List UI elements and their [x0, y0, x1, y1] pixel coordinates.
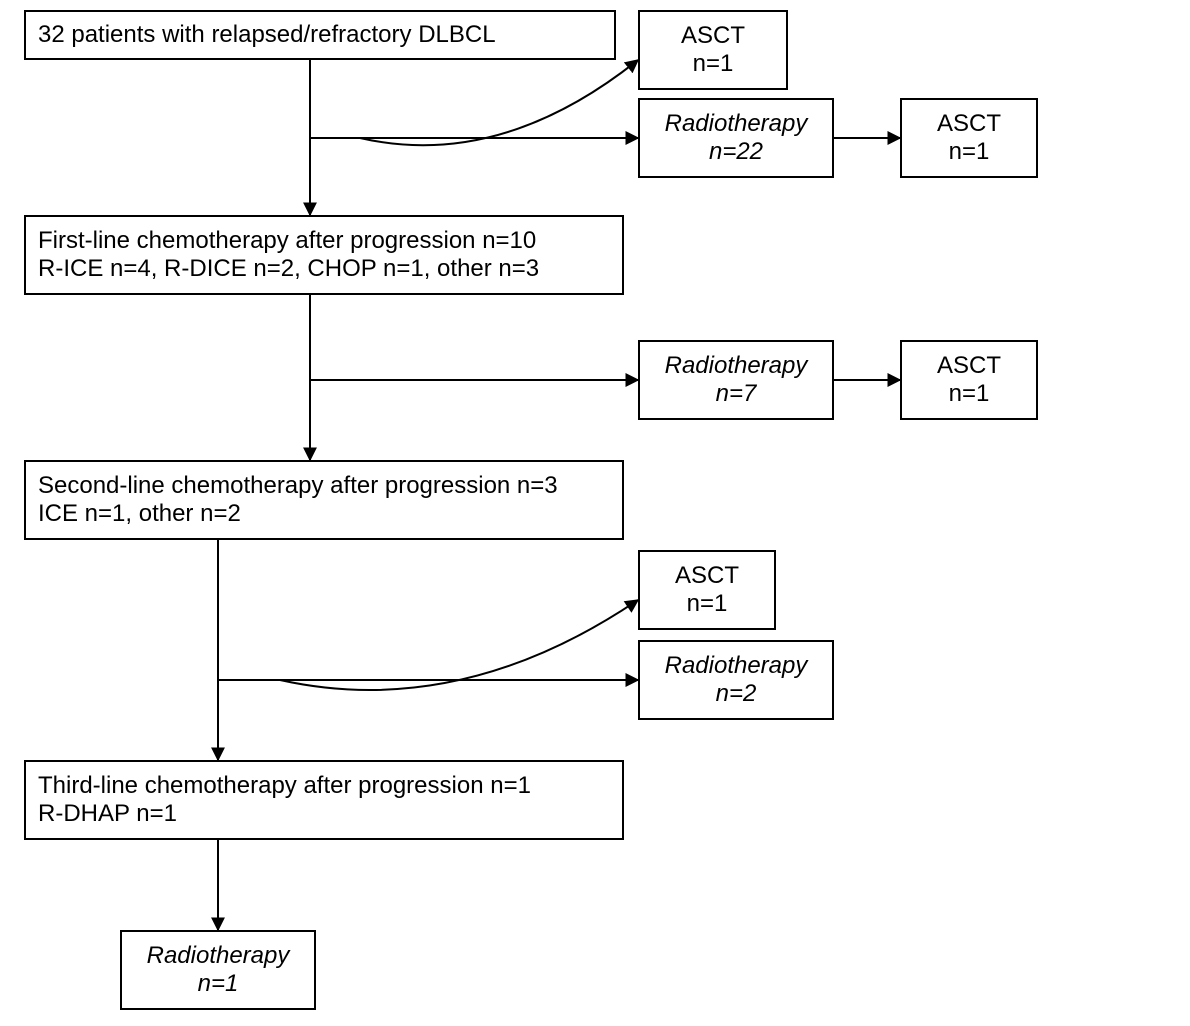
node-text: n=1 [949, 380, 990, 408]
node-text: n=22 [709, 138, 763, 166]
node-text: n=1 [949, 138, 990, 166]
node-radiotherapy-7: Radiotherapy n=7 [638, 340, 834, 420]
node-text: ASCT [681, 22, 745, 50]
node-radiotherapy-1: Radiotherapy n=1 [120, 930, 316, 1010]
node-text: Radiotherapy [665, 110, 808, 138]
node-text: n=7 [716, 380, 757, 408]
node-text: n=1 [687, 590, 728, 618]
node-text: n=1 [693, 50, 734, 78]
node-text: R-DHAP n=1 [38, 800, 177, 828]
node-text: n=1 [198, 970, 239, 998]
node-text: Radiotherapy [665, 352, 808, 380]
node-text: ASCT [675, 562, 739, 590]
node-cohort: 32 patients with relapsed/refractory DLB… [24, 10, 616, 60]
node-text: n=2 [716, 680, 757, 708]
node-asct-after-second: ASCT n=1 [638, 550, 776, 630]
node-text: ICE n=1, other n=2 [38, 500, 241, 528]
flow-edge [360, 60, 638, 145]
node-text: R-ICE n=4, R-DICE n=2, CHOP n=1, other n… [38, 255, 539, 283]
node-text: ASCT [937, 110, 1001, 138]
node-text: ASCT [937, 352, 1001, 380]
node-radiotherapy-2: Radiotherapy n=2 [638, 640, 834, 720]
node-radiotherapy-22: Radiotherapy n=22 [638, 98, 834, 178]
node-text: 32 patients with relapsed/refractory DLB… [38, 21, 496, 49]
node-first-line-chemo: First-line chemotherapy after progressio… [24, 215, 624, 295]
node-text: Third-line chemotherapy after progressio… [38, 772, 531, 800]
node-text: First-line chemotherapy after progressio… [38, 227, 536, 255]
node-asct-after-rt22: ASCT n=1 [900, 98, 1038, 178]
node-text: Radiotherapy [665, 652, 808, 680]
node-text: Radiotherapy [147, 942, 290, 970]
flow-edge [280, 600, 638, 690]
node-second-line-chemo: Second-line chemotherapy after progressi… [24, 460, 624, 540]
node-third-line-chemo: Third-line chemotherapy after progressio… [24, 760, 624, 840]
node-text: Second-line chemotherapy after progressi… [38, 472, 558, 500]
node-asct-after-rt7: ASCT n=1 [900, 340, 1038, 420]
node-asct-1: ASCT n=1 [638, 10, 788, 90]
